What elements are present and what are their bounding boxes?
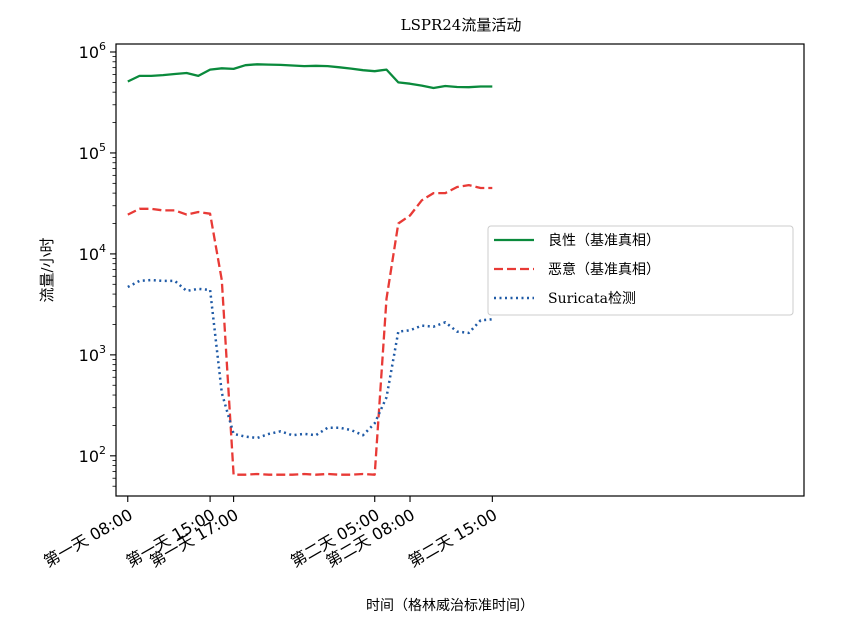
y-tick-base: 10 — [79, 43, 99, 62]
y-tick-label-4: 105 — [79, 141, 106, 163]
legend-label-malicious: 恶意（基准真相） — [548, 261, 660, 278]
chart-title: LSPR24流量活动 — [401, 16, 522, 34]
plot-frame — [115, 43, 805, 497]
legend-label-suricata: Suricata检测 — [548, 291, 636, 307]
y-tick-base: 10 — [79, 144, 99, 163]
y-tick-label-1: 102 — [79, 444, 106, 466]
y-tick-label-5: 106 — [79, 40, 106, 62]
series-line-2 — [127, 183, 493, 476]
x-axis-label: 时间（格林威治标准时间） — [366, 598, 534, 614]
series-layer — [127, 63, 493, 476]
legend: 良性（基准真相） 恶意（基准真相） Suricata检测 — [487, 225, 794, 316]
y-tick-exponent: 5 — [99, 141, 106, 154]
y-tick-base: 10 — [79, 245, 99, 264]
y-tick-exponent: 6 — [99, 40, 106, 53]
series-line-1 — [127, 63, 493, 90]
y-tick-label-3: 104 — [79, 242, 106, 264]
y-tick-exponent: 2 — [99, 444, 106, 457]
y-tick-base: 10 — [79, 346, 99, 365]
y-tick-label-2: 103 — [79, 343, 106, 365]
y-tick-base: 10 — [79, 447, 99, 466]
y-tick-exponent: 4 — [99, 242, 106, 255]
y-axis-label: 流量/小时 — [38, 237, 56, 302]
legend-box — [487, 225, 794, 316]
legend-label-benign: 良性（基准真相） — [548, 232, 660, 249]
y-tick-exponent: 3 — [99, 343, 106, 356]
